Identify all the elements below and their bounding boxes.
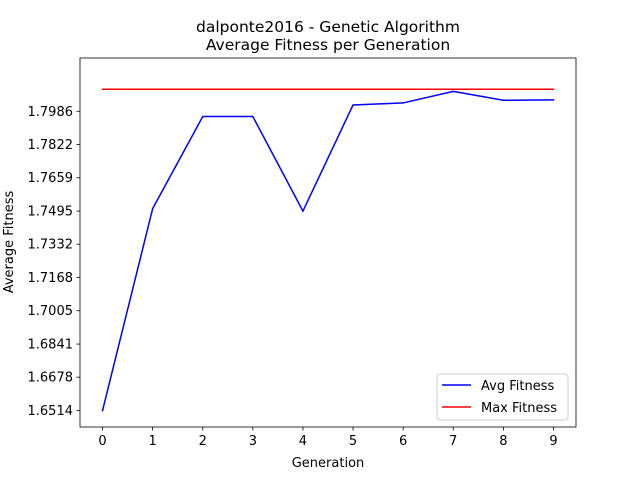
y-tick-label: 1.7659 [28,171,74,186]
chart-title: dalponte2016 - Genetic Algorithm [196,18,460,36]
data-point-max-fitness [202,88,204,91]
data-point-max-fitness [352,88,354,91]
x-tick-label: 3 [249,434,257,449]
data-point-max-fitness [101,88,104,91]
data-point-max-fitness [552,88,555,91]
x-tick-label: 1 [149,434,157,449]
y-tick-label: 1.6678 [28,371,74,386]
data-point-avg-fitness [252,115,254,118]
y-tick-label: 1.7495 [28,205,74,220]
x-tick-label: 4 [299,434,307,449]
y-tick-label: 1.6514 [28,404,74,419]
data-point-avg-fitness [552,99,555,101]
data-point-avg-fitness [151,207,154,210]
y-tick-label: 1.7168 [28,271,74,286]
x-tick-label: 8 [499,434,507,449]
legend-label-avg-fitness: Avg Fitness [481,379,554,394]
plot-frame [79,57,577,428]
data-point-avg-fitness [502,99,505,102]
data-point-max-fitness [151,88,154,91]
x-tick-label: 9 [549,434,557,449]
y-tick-label: 1.7332 [28,238,74,253]
data-point-avg-fitness [352,104,354,106]
data-point-avg-fitness [402,102,404,104]
data-point-max-fitness [452,88,454,91]
x-tick-label: 0 [98,434,106,449]
data-point-max-fitness [252,88,254,91]
data-point-avg-fitness [101,409,104,412]
y-tick-label: 1.7986 [28,105,74,120]
plot-area [101,88,555,412]
y-axis-label: Average Fitness [2,191,17,294]
y-tick-label: 1.7005 [28,304,74,319]
data-point-max-fitness [402,88,404,91]
x-tick-label: 6 [399,434,407,449]
data-point-max-fitness [302,88,304,91]
x-tick-label: 5 [349,434,357,449]
axes: 0 1 2 3 4 5 6 7 8 9 1.6514 1.6678 1.6841 1.7005 1.7168… [28,57,577,449]
x-tick-label: 7 [449,434,457,449]
data-point-avg-fitness [452,90,454,93]
y-tick-label: 1.6841 [28,338,74,353]
legend: Avg Fitness Max Fitness [436,373,569,421]
legend-label-max-fitness: Max Fitness [481,401,557,416]
x-tick-label: 2 [199,434,207,449]
y-tick-label: 1.7822 [28,138,74,153]
data-point-max-fitness [502,88,505,91]
chart-subtitle: Average Fitness per Generation [206,36,450,54]
data-point-avg-fitness [302,210,304,212]
data-point-avg-fitness [202,115,204,118]
x-axis-label: Generation [292,456,365,471]
series-line-avg-fitness [101,90,555,412]
